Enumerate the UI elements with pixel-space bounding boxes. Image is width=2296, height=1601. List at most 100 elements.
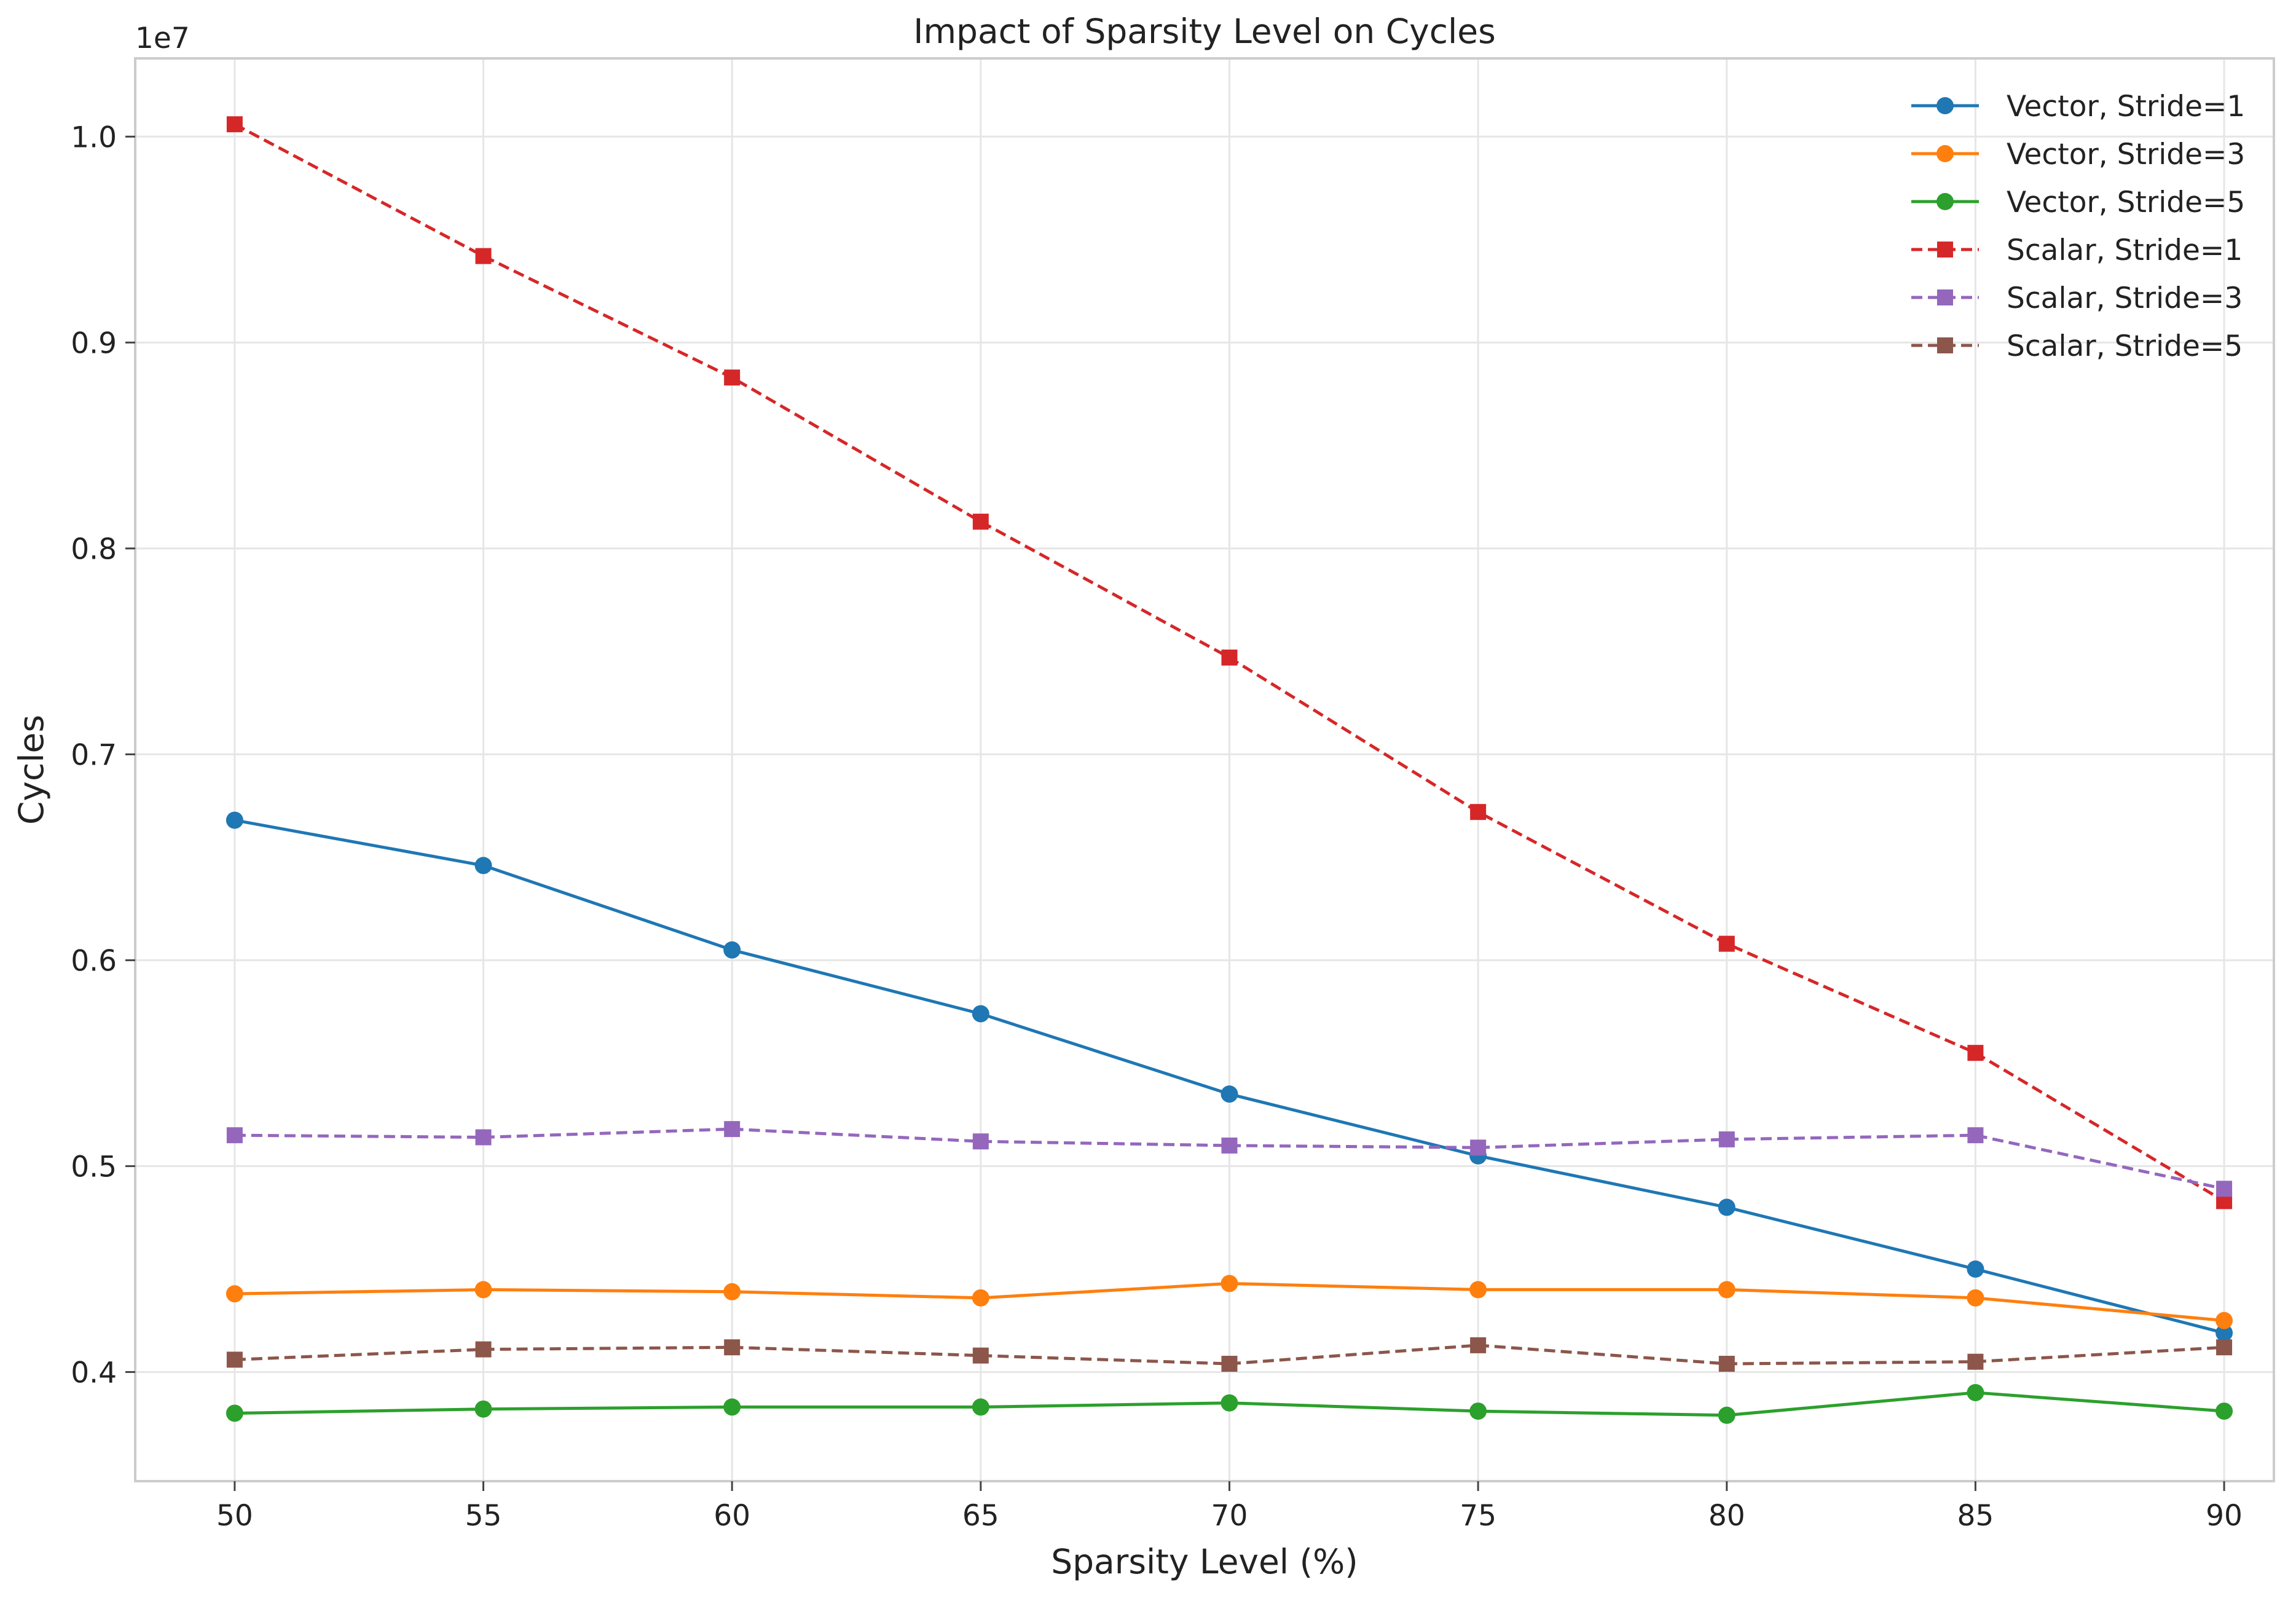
data-point [2215, 1312, 2233, 1329]
data-point [724, 1339, 741, 1356]
data-point [475, 248, 492, 264]
data-point [226, 1285, 243, 1303]
data-point [2215, 1402, 2233, 1420]
data-point [1470, 1139, 1487, 1156]
series-group [226, 1275, 2233, 1329]
data-point [226, 116, 243, 133]
data-point [1221, 1394, 1238, 1412]
data-point [226, 1351, 243, 1368]
data-point [226, 1127, 243, 1144]
y-tick-label: 1.0 [71, 120, 117, 154]
data-point [1221, 1085, 1238, 1103]
y-tick-label: 0.9 [71, 326, 117, 360]
legend-item: Scalar, Stride=3 [1911, 281, 2243, 315]
legend-label: Vector, Stride=3 [2007, 138, 2245, 171]
legend-item: Vector, Stride=5 [1911, 186, 2245, 219]
series-group [226, 811, 2233, 1342]
data-point [474, 857, 492, 875]
data-point [1967, 1045, 1984, 1061]
chart-title: Impact of Sparsity Level on Cycles [913, 12, 1496, 51]
x-tick-label: 75 [1460, 1499, 1496, 1533]
data-point [1967, 1353, 1984, 1370]
data-point [972, 513, 989, 530]
data-point [2216, 1339, 2233, 1356]
legend-label: Scalar, Stride=1 [2007, 234, 2243, 267]
data-point [1967, 1260, 1984, 1278]
series-group [226, 1383, 2233, 1424]
plot-area-frame [134, 57, 2275, 1482]
y-tick-label: 0.7 [71, 738, 117, 772]
data-point [1718, 1356, 1735, 1372]
data-point [972, 1133, 989, 1150]
x-tick-label: 80 [1708, 1499, 1745, 1533]
legend-marker [1936, 193, 1954, 210]
y-axis-offset-label: 1e7 [135, 22, 190, 55]
x-tick-label: 60 [714, 1499, 750, 1533]
data-point [1469, 1402, 1487, 1420]
data-point [1967, 1383, 1984, 1401]
data-point [475, 1341, 492, 1358]
data-point [972, 1005, 989, 1023]
legend-marker [1937, 337, 1953, 353]
legend-item: Vector, Stride=1 [1911, 90, 2245, 124]
y-tick-label: 0.6 [71, 944, 117, 978]
data-point [474, 1400, 492, 1418]
legend-marker [1936, 145, 1954, 162]
legend-marker [1937, 242, 1953, 258]
series-line [234, 1343, 2225, 1366]
data-point [1221, 1137, 1238, 1154]
data-point [1718, 1281, 1736, 1299]
x-tick-label: 70 [1211, 1499, 1248, 1533]
legend-item: Scalar, Stride=5 [1911, 329, 2243, 363]
y-tick-label: 0.4 [71, 1356, 117, 1390]
data-point [2216, 1181, 2233, 1197]
x-tick-label: 90 [2206, 1499, 2243, 1533]
data-point [1718, 935, 1735, 952]
legend-marker [1937, 289, 1953, 305]
data-point [1470, 804, 1487, 820]
series-group [226, 1337, 2233, 1372]
data-point [1221, 1275, 1238, 1292]
legend-label: Scalar, Stride=3 [2007, 281, 2243, 315]
series-group [226, 116, 2233, 1210]
x-tick-label: 65 [962, 1499, 999, 1533]
data-point [723, 1398, 741, 1416]
x-axis-label: Sparsity Level (%) [1051, 1542, 1358, 1581]
data-point [1469, 1281, 1487, 1299]
data-point [475, 1129, 492, 1146]
data-point [972, 1347, 989, 1364]
data-point [724, 1121, 741, 1138]
legend-label: Vector, Stride=1 [2007, 90, 2245, 124]
legend-label: Vector, Stride=5 [2007, 186, 2245, 219]
data-point [474, 1281, 492, 1299]
data-point [226, 1404, 243, 1422]
data-point [724, 369, 741, 386]
data-point [1718, 1131, 1735, 1147]
series-layer [226, 116, 2233, 1424]
data-point [723, 941, 741, 959]
data-point [1967, 1289, 1984, 1307]
data-point [723, 1283, 741, 1300]
legend: Vector, Stride=1 Vector, Stride=3 Vector, … [1911, 90, 2245, 363]
y-tick-label: 0.5 [71, 1150, 117, 1184]
y-axis-label: Cycles [12, 715, 51, 825]
x-tick-label: 85 [1957, 1499, 1994, 1533]
data-point [972, 1398, 989, 1416]
axis-ticks: 50 55 60 65 70 75 80 85 90 0.4 0.5 0.6 0.7 0.8 0.9 1.0 [71, 120, 2243, 1533]
data-point [1718, 1406, 1736, 1424]
data-point [1470, 1337, 1487, 1353]
legend-label: Scalar, Stride=5 [2007, 329, 2243, 363]
x-tick-label: 55 [465, 1499, 502, 1533]
data-point [2215, 1324, 2233, 1342]
data-point [1718, 1198, 1736, 1216]
data-point [226, 811, 243, 829]
data-point [1221, 1356, 1238, 1372]
data-point [1221, 649, 1238, 666]
legend-item: Scalar, Stride=1 [1911, 234, 2243, 267]
legend-item: Vector, Stride=3 [1911, 138, 2245, 171]
data-point [1967, 1127, 1984, 1144]
data-point [972, 1289, 989, 1307]
